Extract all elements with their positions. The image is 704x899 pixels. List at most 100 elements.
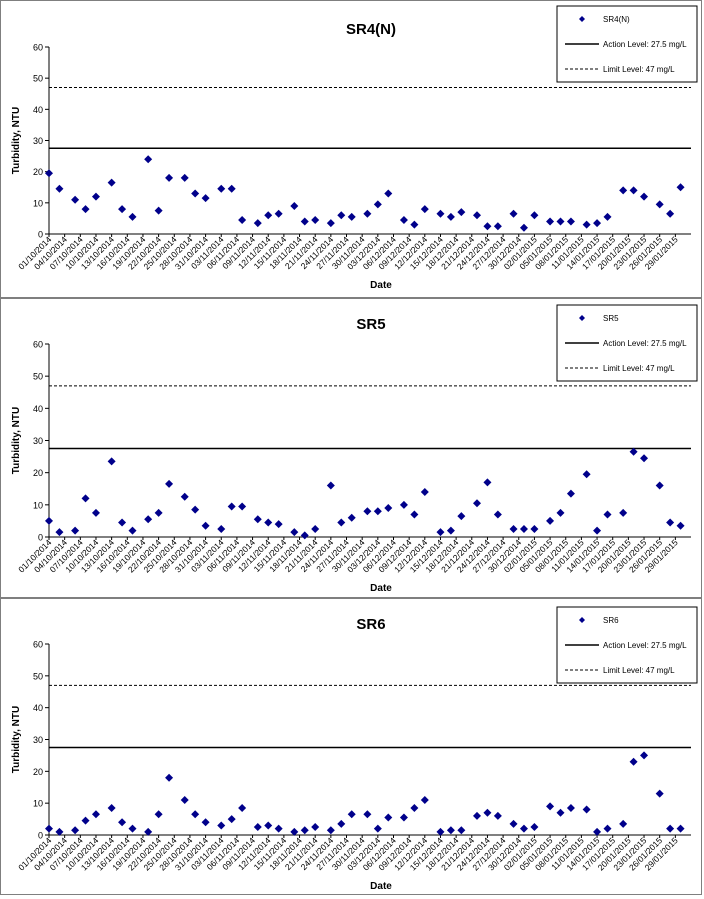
y-tick-label: 20 (33, 167, 43, 177)
y-tick-label: 40 (33, 105, 43, 115)
data-point (201, 194, 210, 203)
data-point (546, 802, 555, 811)
data-point (493, 811, 502, 820)
data-point (238, 803, 247, 812)
data-point (666, 209, 675, 218)
data-point (191, 505, 200, 514)
data-point (201, 521, 210, 530)
data-point (384, 189, 393, 198)
data-point (154, 508, 163, 517)
data-point (473, 499, 481, 508)
legend-marker-diamond (579, 16, 585, 22)
data-point (446, 212, 455, 221)
data-point (446, 526, 455, 535)
data-point (582, 470, 591, 479)
data-point (509, 819, 518, 828)
data-point (457, 512, 466, 521)
data-point (676, 521, 685, 530)
data-point (290, 528, 299, 537)
data-point (326, 219, 335, 228)
data-point (264, 211, 273, 220)
data-point (290, 827, 299, 836)
chart-title: SR4(N) (346, 21, 396, 38)
data-point (410, 803, 419, 812)
data-point (676, 183, 685, 192)
data-point (619, 186, 628, 195)
data-point (191, 189, 200, 198)
data-point (493, 510, 502, 519)
data-point (676, 824, 685, 833)
legend-label: Action Level: 27.5 mg/L (603, 339, 687, 348)
data-point (55, 528, 64, 537)
data-point (144, 515, 153, 524)
data-point (519, 524, 528, 533)
data-point (556, 508, 565, 517)
legend-label: Limit Level: 47 mg/L (603, 65, 675, 74)
data-point (227, 815, 236, 824)
data-point (201, 818, 210, 827)
data-point (666, 824, 675, 833)
data-point (556, 808, 565, 817)
y-tick-label: 20 (33, 767, 43, 777)
data-point (629, 447, 638, 456)
data-point (457, 208, 466, 217)
legend-marker-diamond (579, 617, 585, 623)
data-point (55, 184, 64, 193)
legend-label: Limit Level: 47 mg/L (603, 364, 675, 373)
data-point (399, 500, 408, 509)
y-axis-label: Turbidity, NTU (11, 107, 22, 174)
data-point (410, 220, 419, 229)
data-point (347, 513, 356, 522)
data-point (546, 516, 555, 525)
data-point (384, 504, 393, 513)
data-point (107, 457, 116, 466)
data-point (640, 454, 649, 463)
data-point (300, 217, 309, 226)
data-point (582, 220, 591, 229)
data-point (118, 818, 127, 827)
data-point (165, 479, 174, 488)
data-point (128, 824, 137, 833)
y-axis-label: Turbidity, NTU (11, 706, 22, 773)
data-point (107, 178, 116, 187)
y-tick-label: 30 (33, 136, 43, 146)
data-point (347, 810, 356, 819)
data-point (337, 518, 346, 527)
y-tick-label: 0 (38, 831, 43, 841)
y-tick-label: 0 (38, 230, 43, 240)
data-point (337, 211, 346, 220)
data-point (530, 823, 539, 832)
data-point (640, 192, 649, 201)
y-axis-label: Turbidity, NTU (11, 407, 22, 474)
data-point (118, 205, 127, 214)
x-axis-label: Date (370, 881, 392, 892)
y-tick-label: 10 (33, 500, 43, 510)
data-point (81, 205, 90, 214)
y-tick-label: 10 (33, 198, 43, 208)
data-point (420, 205, 429, 214)
data-point (274, 824, 283, 833)
data-point (619, 819, 628, 828)
data-point (300, 531, 309, 540)
data-point (566, 803, 575, 812)
data-point (347, 212, 356, 221)
legend-label: SR5 (603, 314, 619, 323)
data-point (311, 524, 320, 533)
data-point (91, 810, 100, 819)
y-tick-label: 40 (33, 404, 43, 414)
data-point (446, 826, 455, 835)
y-tick-label: 0 (38, 533, 43, 543)
data-point (71, 526, 80, 535)
data-point (530, 211, 539, 220)
legend-marker-diamond (579, 315, 585, 321)
data-point (593, 219, 602, 228)
chart-panel-sr5: SR5 0 10 20 30 40 50 60 01/10/2014 04/10/2014 07/1… (0, 298, 702, 598)
data-point (566, 217, 575, 226)
y-tick-label: 40 (33, 703, 43, 713)
chart-panel-sr6: SR6 0 10 20 30 40 50 60 01/10/2014 04/10/2014 07/1… (0, 598, 702, 895)
data-point (566, 489, 575, 498)
data-point (619, 508, 628, 517)
x-axis-label: Date (370, 583, 392, 594)
legend-label: Limit Level: 47 mg/L (603, 666, 675, 675)
data-point (91, 192, 100, 201)
